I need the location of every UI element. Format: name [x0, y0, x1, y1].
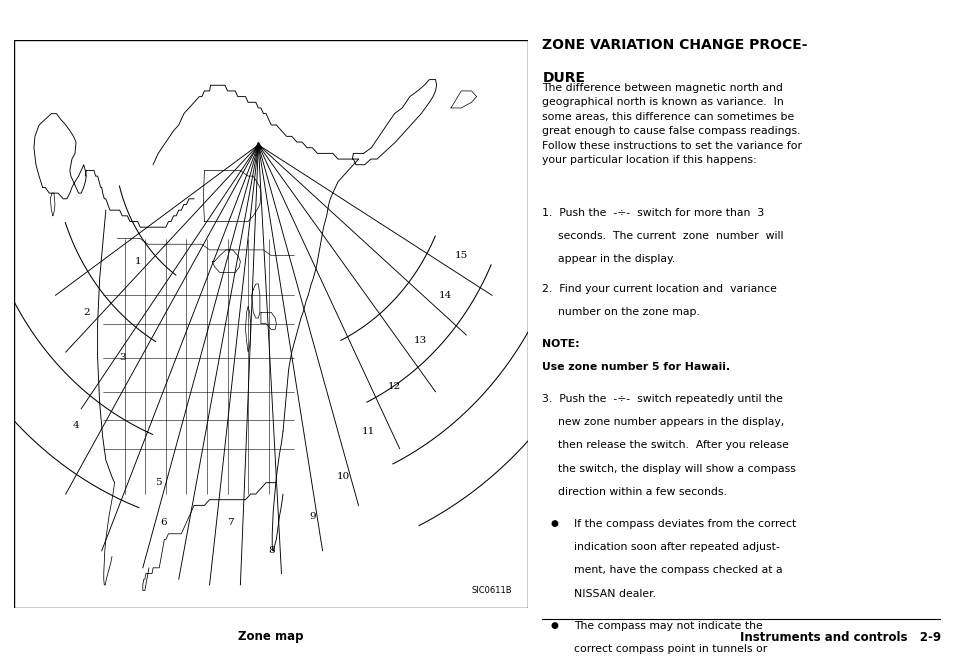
Text: ●: ●: [550, 519, 559, 528]
Text: 2: 2: [83, 308, 89, 317]
Text: 14: 14: [439, 291, 452, 300]
Text: then release the switch.  After you release: then release the switch. After you relea…: [559, 440, 789, 450]
Text: number on the zone map.: number on the zone map.: [559, 307, 700, 317]
Text: Instruments and controls   2-9: Instruments and controls 2-9: [739, 631, 941, 645]
Text: SIC0611B: SIC0611B: [472, 586, 513, 595]
Text: seconds.  The current  zone  number  will: seconds. The current zone number will: [559, 231, 783, 241]
Text: NOTE:: NOTE:: [542, 339, 580, 349]
Text: 10: 10: [336, 473, 349, 481]
Text: 6: 6: [160, 518, 167, 527]
Text: 2.  Find your current location and  variance: 2. Find your current location and varian…: [542, 284, 778, 293]
Text: 9: 9: [309, 512, 316, 521]
Text: ZONE VARIATION CHANGE PROCE-: ZONE VARIATION CHANGE PROCE-: [542, 38, 808, 52]
Text: the switch, the display will show a compass: the switch, the display will show a comp…: [559, 463, 796, 473]
Text: ment, have the compass checked at a: ment, have the compass checked at a: [574, 565, 783, 575]
Text: The compass may not indicate the: The compass may not indicate the: [574, 621, 763, 631]
Text: correct compass point in tunnels or: correct compass point in tunnels or: [574, 644, 768, 654]
Text: 12: 12: [388, 382, 401, 390]
Text: appear in the display.: appear in the display.: [559, 254, 676, 264]
Text: 1.  Push the  -÷-  switch for more than  3: 1. Push the -÷- switch for more than 3: [542, 208, 765, 218]
Text: 11: 11: [362, 427, 375, 436]
Text: 13: 13: [414, 336, 427, 345]
Text: Zone map: Zone map: [238, 630, 304, 643]
Text: Use zone number 5 for Hawaii.: Use zone number 5 for Hawaii.: [542, 362, 731, 372]
Text: indication soon after repeated adjust-: indication soon after repeated adjust-: [574, 542, 780, 552]
Text: 4: 4: [73, 422, 80, 430]
Text: direction within a few seconds.: direction within a few seconds.: [559, 487, 728, 497]
Text: new zone number appears in the display,: new zone number appears in the display,: [559, 417, 784, 427]
Text: 1: 1: [134, 257, 141, 266]
Text: The difference between magnetic north and
geographical north is known as varianc: The difference between magnetic north an…: [542, 83, 803, 165]
Text: If the compass deviates from the correct: If the compass deviates from the correct: [574, 519, 797, 529]
FancyBboxPatch shape: [14, 40, 528, 608]
Text: 15: 15: [455, 251, 468, 260]
Text: 5: 5: [155, 478, 161, 487]
Text: ●: ●: [550, 621, 559, 629]
Text: DURE: DURE: [542, 72, 586, 86]
Text: 8: 8: [268, 546, 275, 555]
Text: 3: 3: [119, 353, 126, 363]
Text: 3.  Push the  -÷-  switch repeatedly until the: 3. Push the -÷- switch repeatedly until …: [542, 394, 783, 404]
Text: NISSAN dealer.: NISSAN dealer.: [574, 588, 657, 598]
Text: 7: 7: [227, 518, 233, 527]
